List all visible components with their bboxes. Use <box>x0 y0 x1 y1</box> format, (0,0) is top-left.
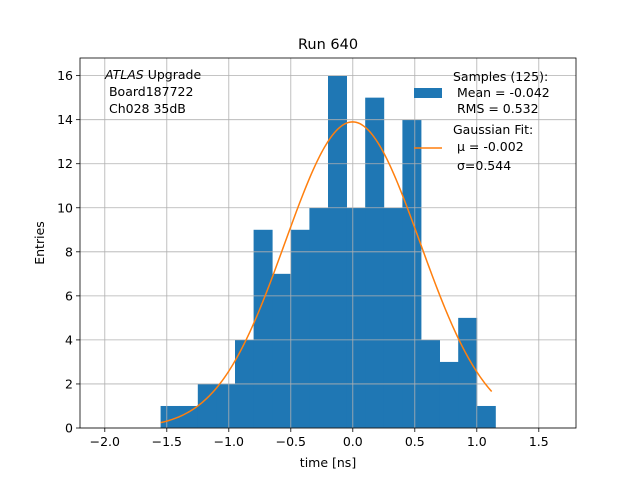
legend-samples-patch <box>414 88 442 98</box>
y-tick-label: 14 <box>57 112 73 127</box>
y-tick-label: 2 <box>65 376 73 391</box>
annotation-channel: Ch028 35dB <box>105 101 186 116</box>
y-tick-label: 12 <box>57 156 73 171</box>
x-axis-label: time [ns] <box>300 455 356 470</box>
x-tick-label: −1.5 <box>152 434 182 449</box>
y-axis-label: Entries <box>32 221 47 265</box>
upgrade-text: Upgrade <box>144 67 202 82</box>
y-axis-ticks: 0 2 4 6 8 10 12 14 16 <box>57 68 80 436</box>
y-tick-label: 8 <box>65 244 73 259</box>
legend-samples-mean: Mean = -0.042 <box>453 85 550 100</box>
histogram-bar <box>272 273 292 428</box>
histogram-bar <box>383 207 403 428</box>
histogram-bar <box>458 317 478 428</box>
histogram-bar <box>253 229 273 428</box>
histogram-bar <box>197 383 217 428</box>
y-tick-label: 16 <box>57 68 73 83</box>
y-tick-label: 10 <box>57 200 73 215</box>
atlas-text: ATLAS <box>104 67 144 82</box>
x-axis-ticks: −2.0 −1.5 −1.0 −0.5 0.0 0.5 1.0 1.5 <box>90 428 549 449</box>
histogram-bar <box>309 207 329 428</box>
x-tick-label: −2.0 <box>90 434 120 449</box>
histogram-bar <box>216 383 236 428</box>
histogram-bar <box>365 97 385 429</box>
legend-fit-sigma: σ=0.544 <box>453 158 511 173</box>
plot-frame <box>79 57 577 429</box>
x-tick-label: 0.5 <box>405 434 425 449</box>
legend: Samples (125): Mean = -0.042 RMS = 0.532… <box>414 69 550 173</box>
legend-samples-rms: RMS = 0.532 <box>453 101 539 116</box>
histogram-bars <box>160 75 496 429</box>
legend-fit-label: Gaussian Fit: <box>453 122 533 137</box>
y-tick-label: 6 <box>65 288 73 303</box>
gaussian-fit-curve <box>160 121 493 424</box>
x-tick-label: −0.5 <box>276 434 306 449</box>
histogram-bar <box>439 361 459 428</box>
x-tick-label: 0.0 <box>343 434 363 449</box>
x-tick-label: 1.5 <box>529 434 549 449</box>
annotation-line-1: ATLAS Upgrade <box>104 67 201 82</box>
legend-samples-label: Samples (125): <box>453 69 548 84</box>
histogram-bar <box>476 405 496 428</box>
histogram-bar <box>179 405 199 428</box>
legend-fit-mu: μ = -0.002 <box>453 139 524 154</box>
histogram-bar <box>346 207 366 428</box>
info-annotation: ATLAS Upgrade Board187722 Ch028 35dB <box>104 67 201 116</box>
y-tick-label: 0 <box>65 421 73 436</box>
histogram-bar <box>290 229 310 428</box>
histogram-bar <box>160 405 180 428</box>
x-tick-label: −1.0 <box>214 434 244 449</box>
x-tick-label: 1.0 <box>467 434 487 449</box>
chart-title: Run 640 <box>298 37 358 53</box>
annotation-board: Board187722 <box>105 84 193 99</box>
y-tick-label: 4 <box>65 332 73 347</box>
histogram-bar <box>402 119 422 429</box>
